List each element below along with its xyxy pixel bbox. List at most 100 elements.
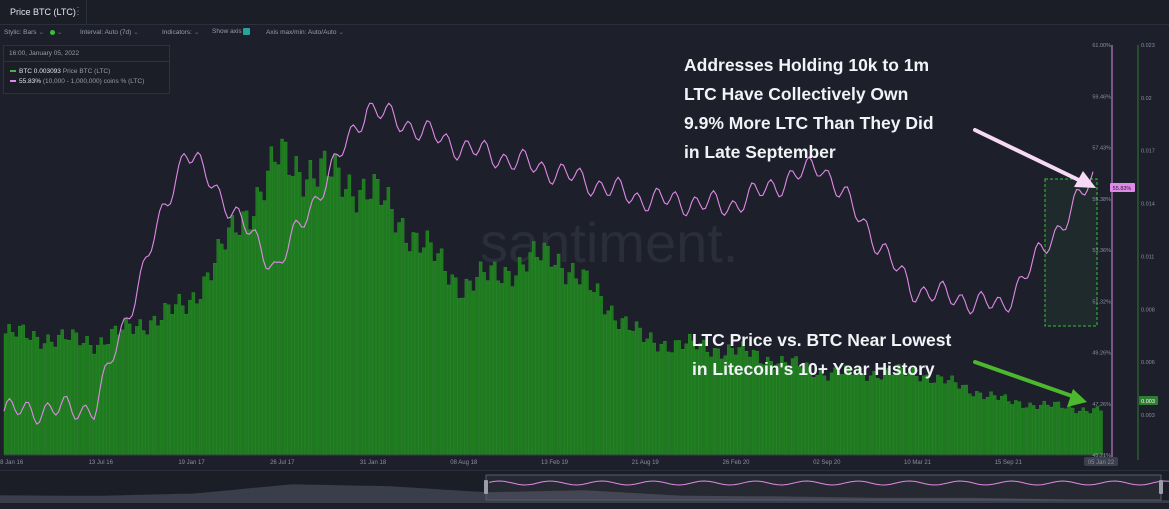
navigator-handle-right[interactable] <box>1159 480 1163 494</box>
bar <box>276 164 281 456</box>
bar <box>1099 410 1103 456</box>
bar <box>1081 407 1085 456</box>
bar <box>939 376 944 456</box>
bar <box>14 336 18 456</box>
bar <box>259 191 263 456</box>
bar <box>953 382 958 456</box>
bar <box>1003 394 1007 456</box>
bar <box>149 320 153 456</box>
legend-value: 55.83% <box>19 78 42 85</box>
bar <box>514 275 518 456</box>
bar <box>634 321 639 456</box>
bar <box>936 374 940 456</box>
annotation-line: LTC Price vs. BTC Near Lowest <box>692 330 952 350</box>
bar <box>124 317 128 456</box>
highlight-box <box>1044 178 1098 327</box>
navigator-svg <box>0 474 1169 503</box>
y-tick-price: 0.008 <box>1141 307 1155 313</box>
bar <box>220 243 224 456</box>
timeline-navigator[interactable] <box>0 470 1169 504</box>
bar <box>1014 400 1018 456</box>
chevron-down-icon: ⌄ <box>133 29 139 36</box>
bar <box>610 305 614 456</box>
color-picker[interactable]: ⌄ <box>50 28 62 36</box>
bar <box>234 232 238 456</box>
bar <box>400 218 405 456</box>
y-tick-percent: 45.21% <box>1092 453 1111 459</box>
y-tick-price: 0.02 <box>1141 96 1152 102</box>
bar <box>379 204 383 456</box>
y-tick-percent: 49.26% <box>1092 351 1111 357</box>
bar <box>1049 406 1054 456</box>
bar <box>202 276 206 456</box>
bar <box>135 326 139 456</box>
bar <box>117 334 121 456</box>
navigator-handle-left[interactable] <box>484 480 488 494</box>
bar <box>1095 406 1100 456</box>
bar <box>673 340 678 456</box>
series-swatch-icon <box>10 70 16 73</box>
show-axis-toggle[interactable]: Show axis <box>212 28 251 35</box>
bar <box>1021 407 1025 456</box>
bar <box>1074 413 1078 456</box>
bar <box>454 277 458 456</box>
annotation-holders: Addresses Holding 10k to 1m LTC Have Col… <box>684 51 934 167</box>
bar <box>383 200 387 456</box>
bar <box>971 396 976 456</box>
bar <box>407 251 412 456</box>
kebab-icon[interactable]: ⋮ <box>73 6 83 17</box>
tab-price-btc-ltc[interactable]: Price BTC (LTC) <box>0 0 87 24</box>
indicators-label: Indicators: <box>162 29 192 36</box>
indicators-dropdown[interactable]: Indicators: ⌄ <box>162 28 199 36</box>
bar <box>195 303 199 456</box>
bar <box>7 324 11 456</box>
series-swatch-icon <box>10 80 16 83</box>
bar <box>312 178 316 456</box>
bar <box>131 334 135 456</box>
bar <box>425 230 430 456</box>
bar <box>216 239 220 456</box>
bar <box>627 330 632 456</box>
watermark: santiment. <box>480 211 738 274</box>
bar <box>1085 411 1089 456</box>
x-tick-label: 13 Jul 16 <box>89 460 114 466</box>
bar <box>680 349 685 456</box>
interval-dropdown[interactable]: Interval: Auto (7d) ⌄ <box>80 28 139 36</box>
bar <box>829 372 834 456</box>
bar <box>943 383 947 456</box>
arrow-green <box>973 360 1087 407</box>
bar <box>191 292 196 456</box>
legend-date: 16:00, January 05, 2022 <box>4 46 169 62</box>
bar <box>546 246 550 456</box>
bar <box>457 298 461 456</box>
bar <box>159 320 164 456</box>
bar <box>985 396 990 456</box>
axis-minmax-label: Axis max/min: Auto/Auto <box>266 29 337 36</box>
bar <box>92 353 96 456</box>
bar <box>142 330 146 456</box>
bar <box>326 176 330 456</box>
axis-minmax-dropdown[interactable]: Axis max/min: Auto/Auto ⌄ <box>266 28 344 36</box>
bar <box>907 371 912 456</box>
x-tick-label: 13 Feb 19 <box>541 460 569 466</box>
bar <box>223 249 228 456</box>
bar <box>429 242 433 456</box>
navigator-selection[interactable] <box>485 474 1162 501</box>
bar <box>932 382 937 456</box>
style-dropdown[interactable]: Stylic: Bars ⌄ <box>4 28 44 36</box>
bars-layer <box>3 138 1103 456</box>
bar <box>347 174 352 456</box>
checkbox-icon[interactable] <box>243 28 251 35</box>
bar <box>354 212 359 456</box>
bar <box>500 283 504 456</box>
legend-value: BTC 0.003093 <box>19 68 61 75</box>
bar <box>319 158 323 456</box>
style-label: Stylic: Bars <box>4 29 37 36</box>
bar <box>875 377 880 456</box>
bar <box>230 215 235 456</box>
bar <box>103 344 107 456</box>
bar <box>60 329 64 456</box>
bar <box>624 316 628 456</box>
annotation-line: 9.9% More LTC Than They Did <box>684 113 934 133</box>
